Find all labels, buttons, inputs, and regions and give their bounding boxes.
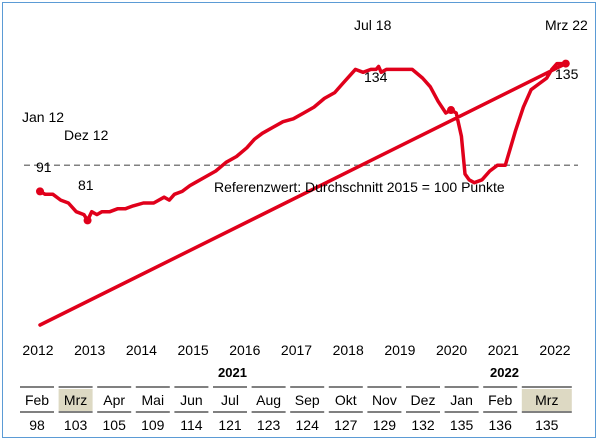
x-tick-label: 2019: [384, 342, 415, 358]
table-month: Dez: [411, 392, 436, 408]
table-month: Okt: [335, 392, 357, 408]
table-month: Jul: [221, 392, 239, 408]
annotation-end-value: 135: [555, 66, 579, 82]
table-month: Feb: [488, 392, 512, 408]
marker-peak: [447, 106, 456, 115]
table-month: Mrz: [535, 392, 558, 408]
x-tick-label: 2020: [436, 342, 467, 358]
x-tick-label: 2015: [178, 342, 209, 358]
table-month: Apr: [103, 392, 125, 408]
table-value: 123: [257, 417, 281, 433]
x-tick-label: 2017: [281, 342, 312, 358]
x-tick-label: 2016: [229, 342, 260, 358]
annotation-peak-value: 134: [364, 69, 388, 85]
table-month: Jun: [180, 392, 203, 408]
table-month: Mai: [142, 392, 165, 408]
x-tick-label: 2012: [22, 342, 53, 358]
annotation-end-date: Mrz 22: [545, 17, 588, 33]
table-month: Mrz: [64, 392, 87, 408]
x-tick-label: 2014: [126, 342, 157, 358]
table-month: Jan: [450, 392, 473, 408]
table-month: Feb: [25, 392, 49, 408]
reference-note: Referenzwert: Durchschnitt 2015 = 100 Pu…: [214, 179, 505, 195]
table-highlight: [58, 389, 93, 411]
annotation-low-value: 81: [78, 177, 94, 193]
annotation-low-date: Dez 12: [64, 127, 109, 143]
table-highlight: [521, 389, 572, 411]
annotation-start-date: Jan 12: [22, 109, 64, 125]
table-value: 129: [373, 417, 397, 433]
annotation-peak-date: Jul 18: [354, 17, 392, 33]
table-month: Sep: [295, 392, 320, 408]
x-tick-label: 2022: [539, 342, 570, 358]
x-tick-label: 2021: [488, 342, 519, 358]
series-line: [38, 61, 568, 327]
table-value: 124: [296, 417, 320, 433]
table-year-2022: 2022: [490, 365, 519, 380]
marker-low: [83, 216, 92, 225]
x-tick-label: 2018: [333, 342, 364, 358]
table-value: 127: [334, 417, 358, 433]
annotation-start-value: 91: [36, 159, 52, 175]
table-value: 103: [64, 417, 88, 433]
table-value: 135: [535, 417, 559, 433]
table-value: 132: [411, 417, 435, 433]
table-value: 135: [450, 417, 474, 433]
table-value: 109: [141, 417, 165, 433]
table-month: Nov: [372, 392, 397, 408]
table-month: Aug: [256, 392, 281, 408]
table-value: 136: [489, 417, 513, 433]
x-tick-label: 2013: [74, 342, 105, 358]
marker-start: [36, 187, 44, 196]
table-value: 105: [103, 417, 127, 433]
table-value: 114: [180, 417, 203, 433]
table-value: 98: [29, 417, 45, 433]
marker-end: [561, 59, 570, 68]
table-value: 121: [218, 417, 242, 433]
chart-frame: [2, 2, 596, 438]
table-year-2021: 2021: [218, 365, 247, 380]
